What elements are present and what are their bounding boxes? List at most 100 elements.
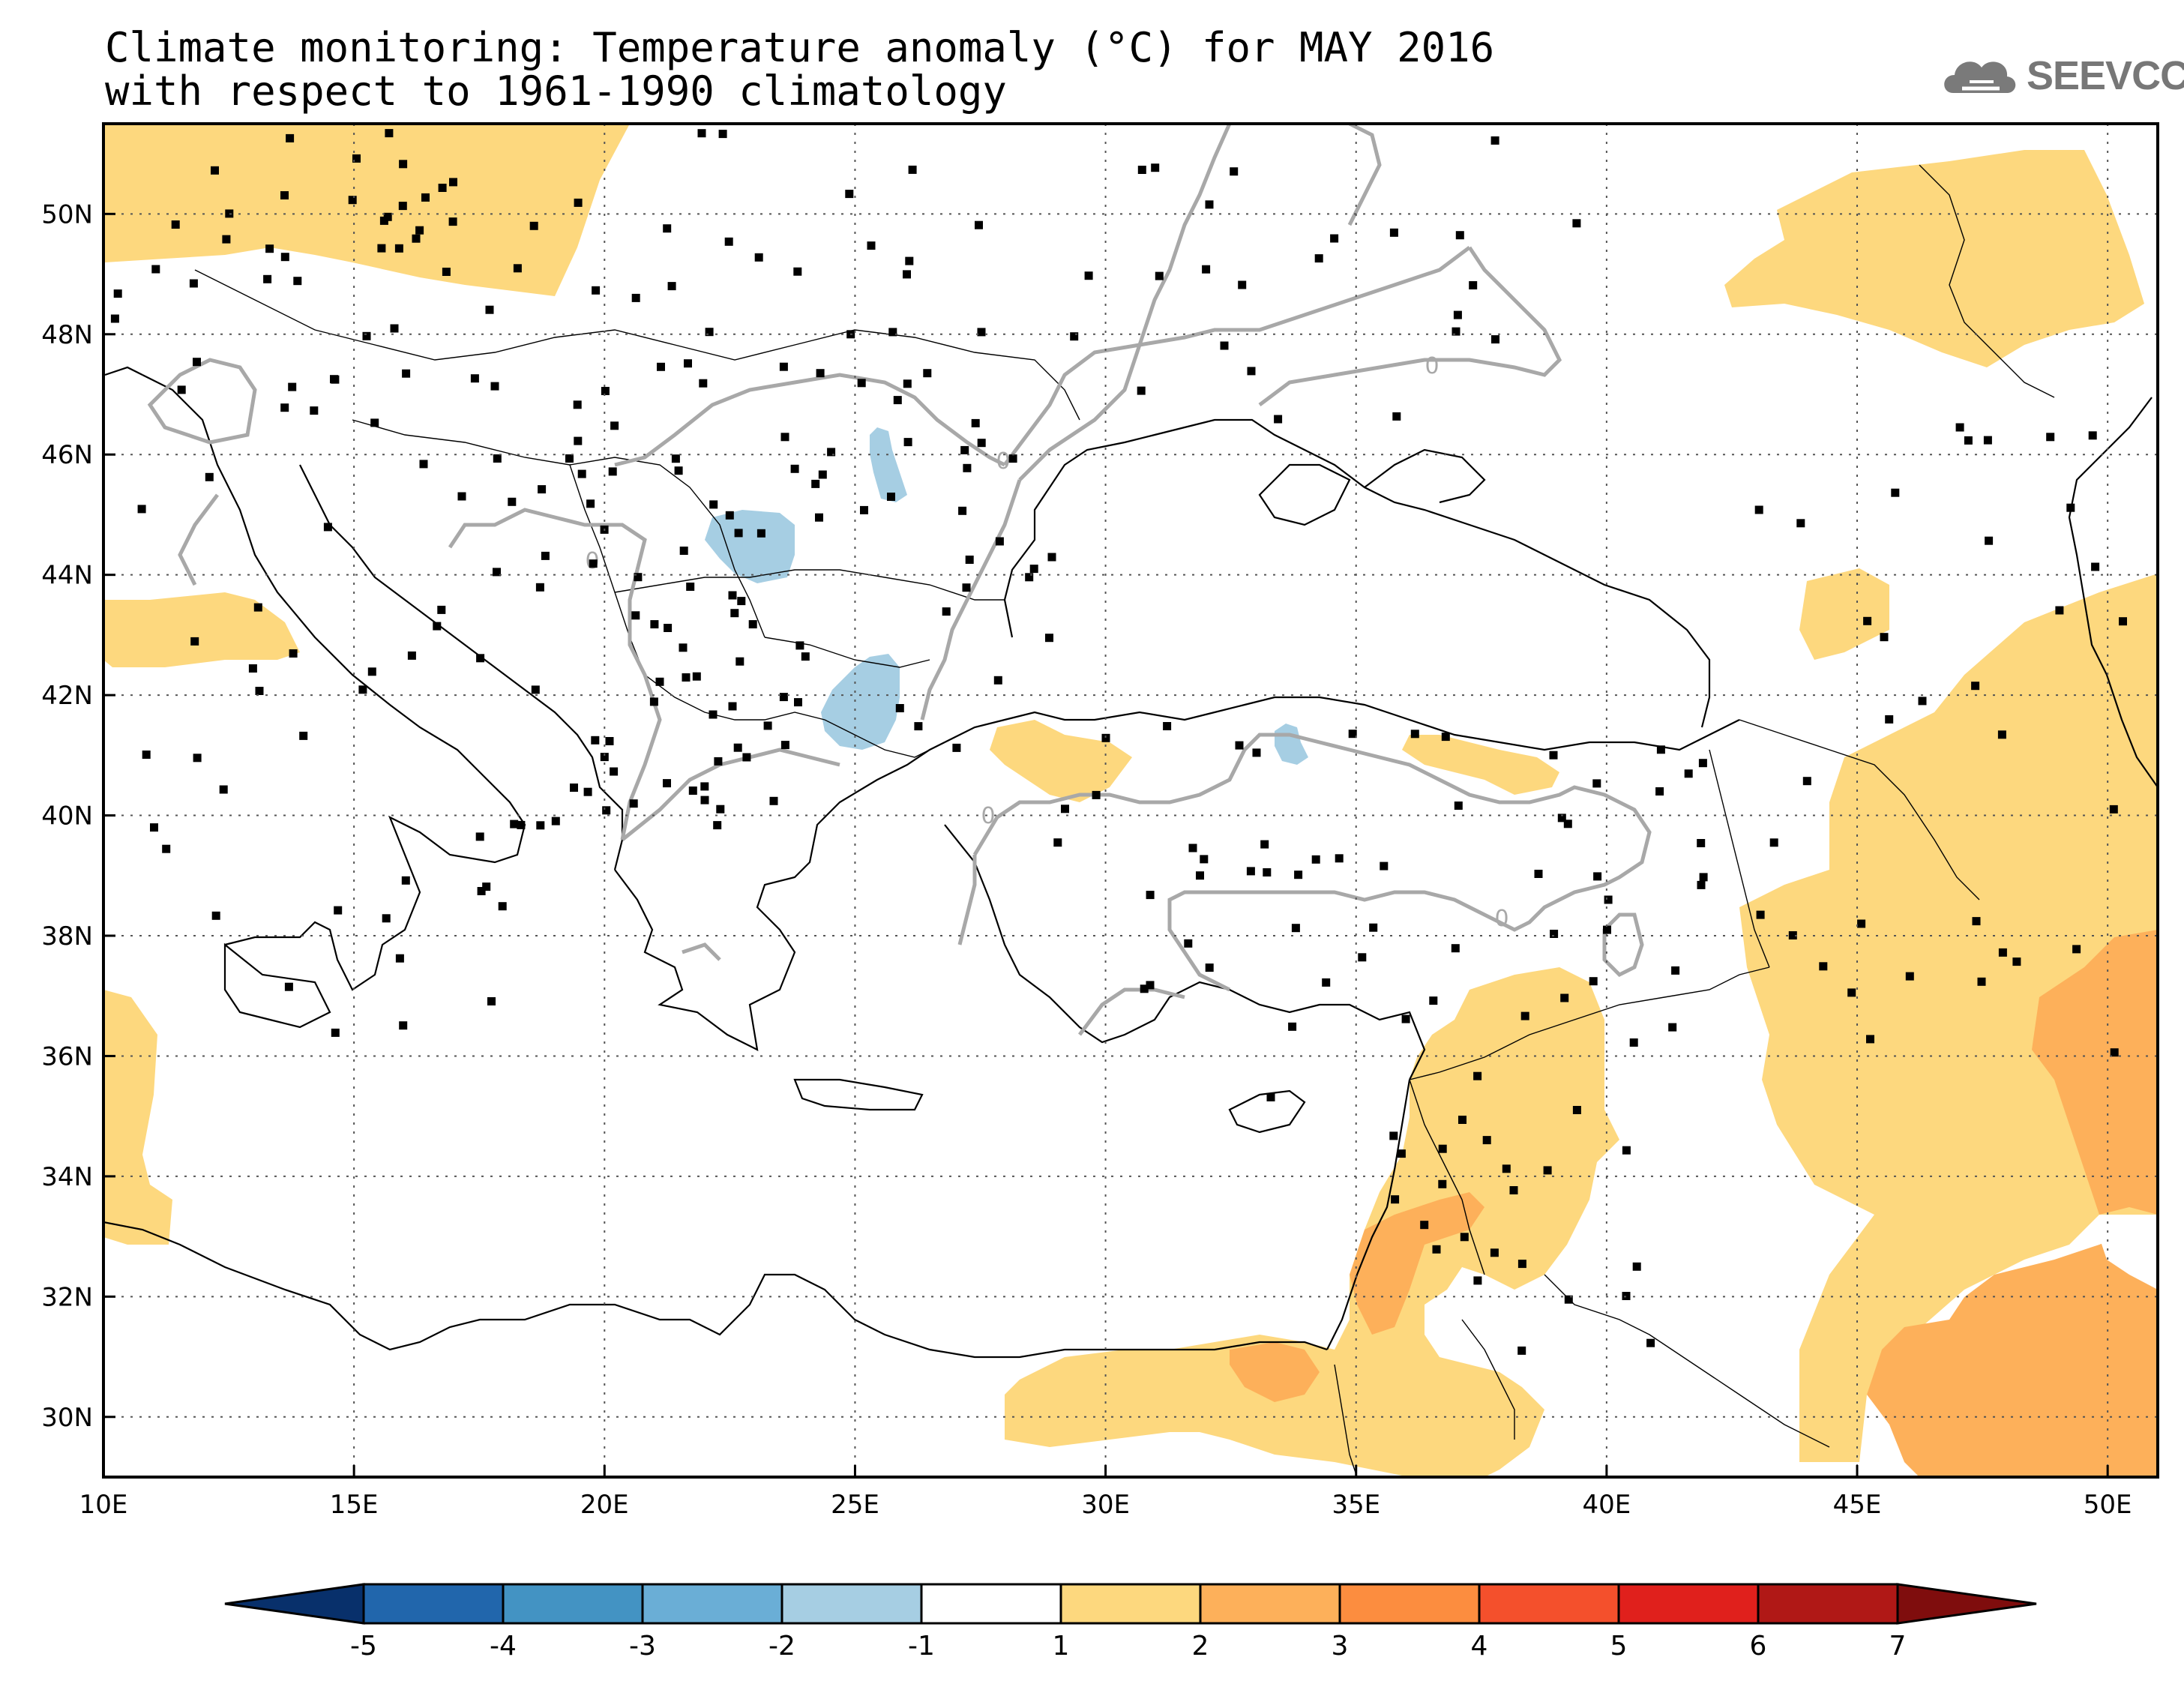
lat-tick-label: 32N <box>41 1282 93 1312</box>
station-marker <box>908 165 917 174</box>
station-marker <box>385 129 394 138</box>
station-marker <box>602 806 611 815</box>
station-marker <box>960 445 969 454</box>
station-marker <box>412 234 421 243</box>
station-marker <box>1905 972 1914 981</box>
station-marker <box>352 154 361 163</box>
station-marker <box>1200 855 1209 864</box>
station-marker <box>1788 931 1797 939</box>
colorbar-segment <box>780 1583 923 1625</box>
station-marker <box>709 500 718 509</box>
station-marker <box>442 268 451 276</box>
station-marker <box>1550 930 1559 938</box>
lon-tick-label: 45E <box>1833 1490 1882 1520</box>
station-marker <box>671 454 680 463</box>
station-marker <box>171 220 180 229</box>
station-marker <box>151 265 160 274</box>
station-marker <box>1358 953 1367 962</box>
station-marker <box>779 362 788 371</box>
station-marker <box>1084 271 1093 280</box>
station-marker <box>399 1021 408 1030</box>
station-marker <box>734 529 743 538</box>
station-marker <box>709 710 718 719</box>
lon-tick-label: 40E <box>1583 1490 1631 1520</box>
station-marker <box>857 379 866 388</box>
station-marker <box>1983 436 1992 445</box>
station-marker <box>1137 166 1146 174</box>
station-marker <box>280 253 289 262</box>
station-marker <box>952 743 961 752</box>
lat-tick-label: 46N <box>41 440 93 470</box>
station-marker <box>942 607 951 616</box>
colorbar-segment <box>1478 1583 1620 1625</box>
station-marker <box>293 277 302 286</box>
station-marker <box>490 382 499 391</box>
station-marker <box>1455 231 1464 240</box>
station-marker <box>517 820 526 829</box>
station-marker <box>795 641 804 650</box>
station-marker <box>2046 433 2055 442</box>
colorbar-tick-label: 6 <box>1750 1631 1767 1662</box>
lat-tick-label: 50N <box>41 199 93 229</box>
station-marker <box>1070 332 1079 341</box>
station-marker <box>1655 787 1664 796</box>
station-marker <box>1008 454 1017 463</box>
station-marker <box>699 379 708 388</box>
station-marker <box>1235 741 1244 750</box>
lat-tick-label: 48N <box>41 320 93 350</box>
station-marker <box>348 196 357 205</box>
station-marker <box>1314 254 1323 263</box>
station-marker <box>1369 923 1378 932</box>
station-marker <box>1266 1092 1275 1101</box>
station-marker <box>2091 562 2100 571</box>
station-marker <box>763 721 772 730</box>
station-marker <box>780 433 789 442</box>
station-marker <box>1564 1295 1573 1304</box>
station-marker <box>679 643 688 652</box>
station-marker <box>1311 855 1320 864</box>
station-marker <box>1622 1146 1631 1155</box>
station-marker <box>1971 682 1980 691</box>
station-marker <box>1389 1131 1398 1140</box>
station-marker <box>1769 838 1778 847</box>
station-marker <box>219 785 228 794</box>
colorbar-tick-label: -2 <box>768 1631 795 1662</box>
station-marker <box>323 523 332 532</box>
station-marker <box>190 637 199 646</box>
station-marker <box>362 331 371 340</box>
colorbar-tick-label: 2 <box>1192 1631 1209 1662</box>
station-marker <box>2088 431 2097 440</box>
station-marker <box>193 754 202 763</box>
station-marker <box>971 418 980 427</box>
station-marker <box>794 698 802 707</box>
station-marker <box>1473 1276 1482 1285</box>
station-marker <box>649 697 658 706</box>
station-marker <box>2119 617 2127 626</box>
station-marker <box>1053 838 1062 847</box>
station-marker <box>893 396 902 405</box>
station-marker <box>1247 367 1256 376</box>
station-marker <box>1392 412 1401 421</box>
station-marker <box>162 844 171 853</box>
station-marker <box>801 652 810 661</box>
station-marker <box>827 448 836 457</box>
station-marker <box>1146 981 1155 990</box>
station-marker <box>1263 868 1272 876</box>
station-marker <box>1885 715 1894 724</box>
station-marker <box>1380 861 1389 870</box>
station-marker <box>1754 505 1763 514</box>
station-marker <box>790 464 799 473</box>
station-marker <box>1490 1248 1499 1257</box>
lat-tick-label: 30N <box>41 1403 93 1433</box>
station-marker <box>686 583 695 591</box>
dotted-grid <box>103 124 2158 1477</box>
station-marker <box>265 244 274 253</box>
station-marker <box>631 611 640 620</box>
station-marker <box>958 506 967 515</box>
station-marker <box>2066 503 2075 512</box>
station-marker <box>895 704 904 712</box>
station-marker <box>742 753 751 762</box>
station-marker <box>1441 733 1450 742</box>
station-marker <box>1061 805 1069 814</box>
colorbar-tick-label: 3 <box>1332 1631 1349 1662</box>
